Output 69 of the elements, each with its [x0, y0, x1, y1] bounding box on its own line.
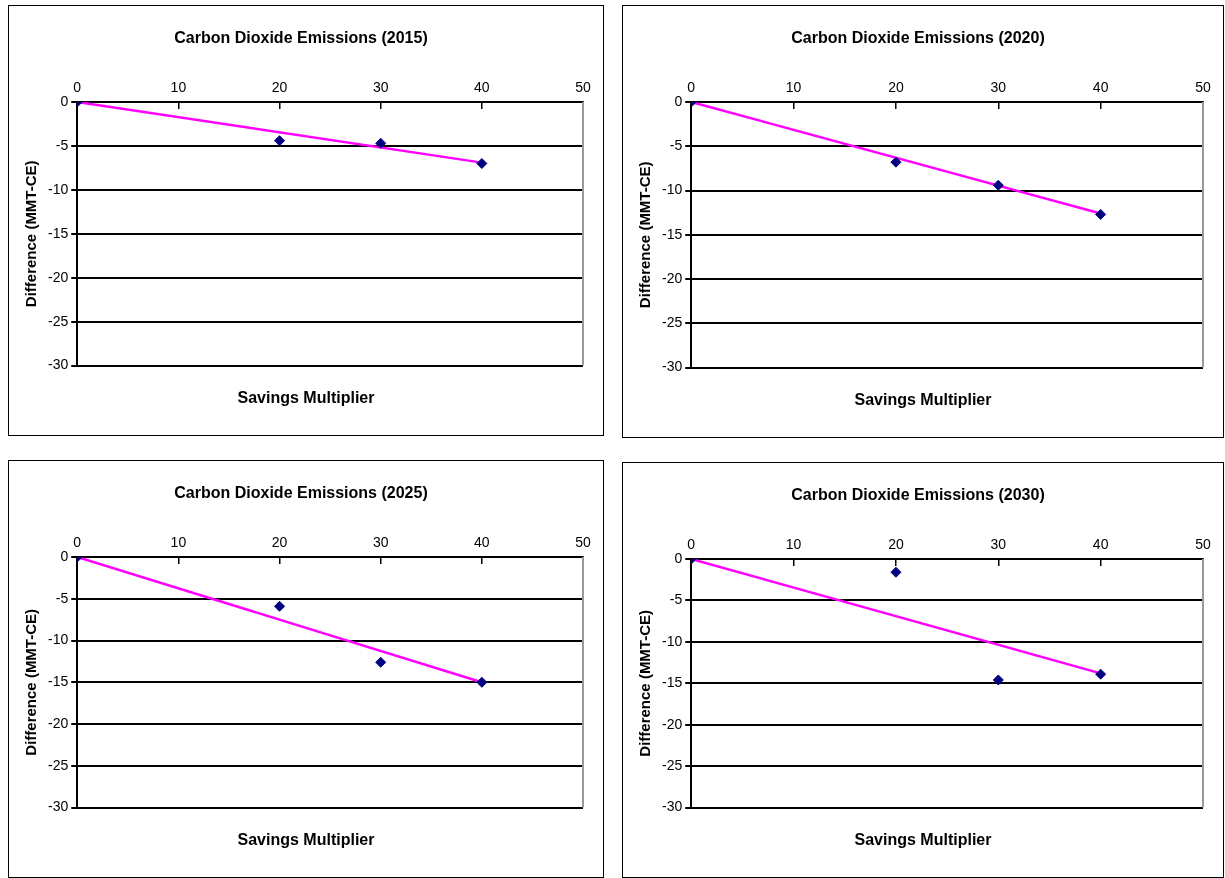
y-tick-label: -25 — [662, 314, 683, 331]
y-tick-label: -30 — [662, 358, 683, 375]
y-tick-label: -15 — [662, 674, 683, 691]
x-tick-label: 10 — [785, 79, 802, 96]
x-tick-label: 50 — [1195, 79, 1211, 96]
x-tick-label: 40 — [474, 534, 490, 551]
y-tick-label: -30 — [48, 798, 69, 815]
chart-title: Carbon Dioxide Emissions (2015) — [174, 29, 428, 47]
x-tick-label: 30 — [990, 79, 1007, 96]
x-tick-label: 40 — [1092, 536, 1109, 553]
x-tick-label: 0 — [73, 534, 82, 551]
x-tick-label: 40 — [1092, 79, 1109, 96]
y-tick-label: -10 — [48, 180, 69, 197]
x-tick-label: 40 — [474, 79, 490, 96]
y-tick-label: -30 — [662, 798, 683, 815]
y-axis-title: Difference (MMT-CE) — [22, 608, 40, 756]
y-tick-label: -25 — [48, 756, 69, 773]
y-tick-label: -5 — [55, 136, 69, 153]
x-tick-label: 20 — [271, 79, 288, 96]
y-tick-label: 0 — [60, 547, 69, 564]
x-tick-label: 30 — [372, 534, 389, 551]
point — [375, 656, 387, 668]
y-tick-label: -20 — [48, 714, 69, 731]
y-tick-label: 0 — [674, 549, 683, 566]
x-tick-label: 50 — [1195, 536, 1211, 553]
y-tick-label: -25 — [48, 312, 69, 329]
x-axis-title: Savings Multiplier — [853, 391, 993, 409]
x-tick-label: 50 — [575, 79, 591, 96]
point — [992, 674, 1004, 686]
y-tick-label: -10 — [662, 181, 683, 198]
chart-title: Carbon Dioxide Emissions (2030) — [791, 486, 1045, 504]
x-tick-label: 10 — [170, 534, 187, 551]
x-tick-label: 0 — [687, 536, 696, 553]
x-axis-title: Savings Multiplier — [236, 831, 376, 849]
y-axis-title: Difference (MMT-CE) — [636, 609, 654, 757]
x-tick-label: 30 — [990, 536, 1007, 553]
y-tick-label: -15 — [48, 673, 69, 690]
y-tick-label: 0 — [60, 92, 69, 109]
x-tick-label: 20 — [888, 536, 904, 553]
y-tick-label: -15 — [48, 224, 69, 241]
x-tick-label: 20 — [888, 79, 904, 96]
y-tick-label: -30 — [48, 356, 69, 373]
y-tick-label: 0 — [674, 92, 683, 109]
y-tick-label: -20 — [48, 268, 69, 285]
chart-title: Carbon Dioxide Emissions (2025) — [174, 484, 428, 502]
x-tick-label: 0 — [687, 79, 696, 96]
y-tick-label: -5 — [669, 591, 683, 608]
x-tick-label: 10 — [170, 79, 187, 96]
x-tick-label: 50 — [575, 534, 591, 551]
point — [476, 676, 488, 688]
x-tick-label: 0 — [73, 79, 82, 96]
y-tick-label: -20 — [662, 715, 683, 732]
y-tick-label: -20 — [662, 269, 683, 286]
chart-title: Carbon Dioxide Emissions (2020) — [791, 29, 1045, 47]
x-tick-label: 20 — [271, 534, 288, 551]
y-axis-title: Difference (MMT-CE) — [636, 161, 654, 309]
point — [274, 600, 286, 612]
y-axis-title: Difference (MMT-CE) — [22, 160, 40, 308]
x-tick-label: 10 — [785, 536, 802, 553]
x-tick-label: 30 — [372, 79, 389, 96]
x-axis-title: Savings Multiplier — [853, 831, 993, 849]
y-tick-label: -5 — [669, 137, 683, 154]
y-tick-label: -25 — [662, 757, 683, 774]
x-axis-title: Savings Multiplier — [236, 389, 376, 407]
y-tick-label: -15 — [662, 225, 683, 242]
y-tick-label: -10 — [48, 631, 69, 648]
y-tick-label: -5 — [55, 589, 69, 606]
y-tick-label: -10 — [662, 632, 683, 649]
point — [1095, 668, 1107, 680]
